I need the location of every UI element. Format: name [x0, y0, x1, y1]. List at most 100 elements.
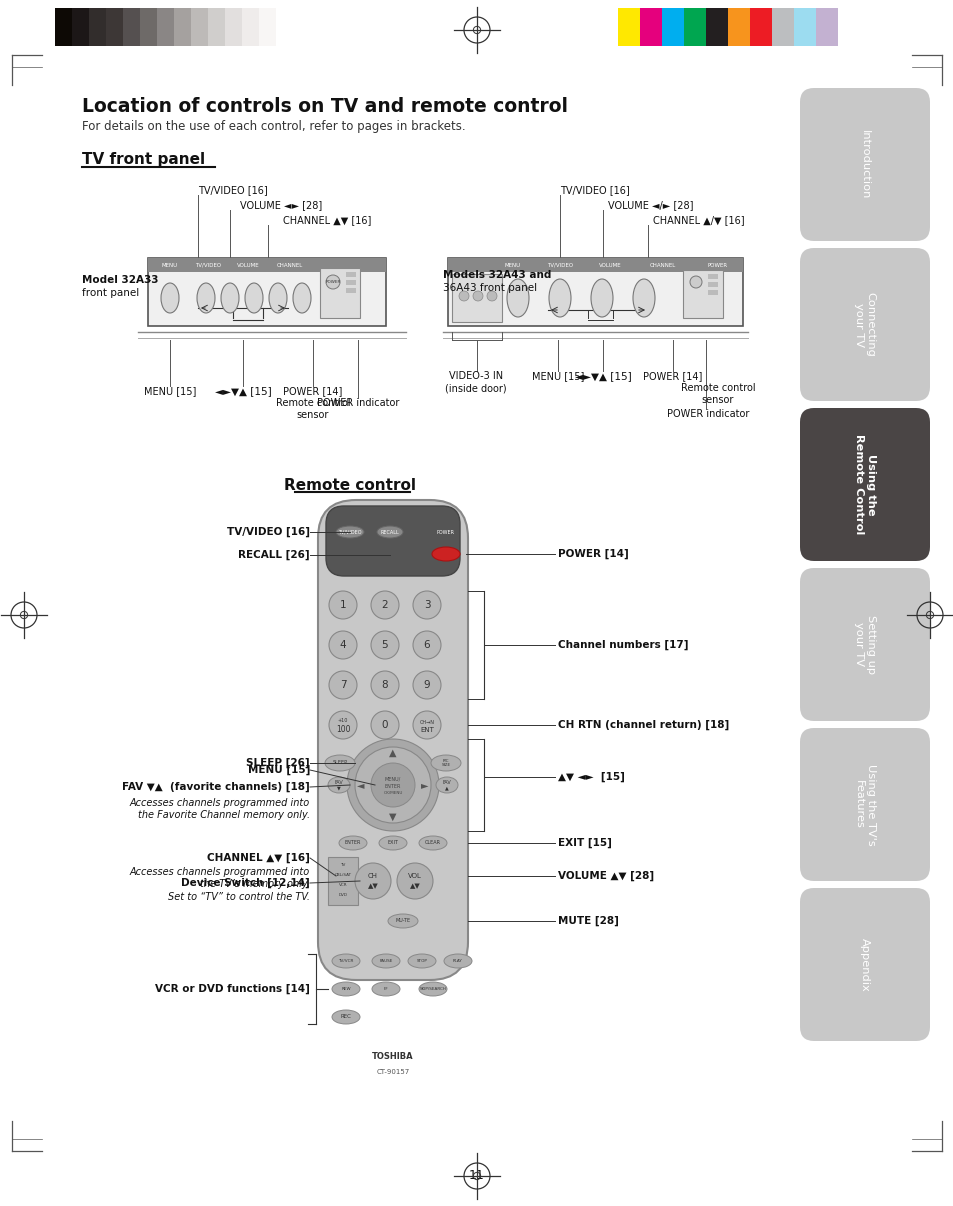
Text: Channel numbers [17]: Channel numbers [17]: [558, 640, 688, 650]
Ellipse shape: [325, 755, 355, 771]
FancyBboxPatch shape: [800, 88, 929, 241]
Text: For details on the use of each control, refer to pages in brackets.: For details on the use of each control, …: [82, 121, 465, 133]
Text: EXIT [15]: EXIT [15]: [558, 838, 611, 848]
Text: Remote control: Remote control: [680, 384, 755, 393]
Text: ◄►▼▲ [15]: ◄►▼▲ [15]: [574, 371, 631, 381]
Text: MENU [15]: MENU [15]: [144, 386, 196, 396]
Ellipse shape: [221, 283, 239, 314]
FancyBboxPatch shape: [800, 728, 929, 882]
Bar: [771, 8, 793, 46]
Text: Model 32A33: Model 32A33: [82, 275, 158, 285]
Circle shape: [413, 591, 440, 619]
Bar: [707, 274, 718, 279]
Text: CLEAR: CLEAR: [424, 841, 440, 845]
Text: 100: 100: [335, 726, 350, 734]
Text: CH: CH: [368, 873, 377, 879]
Circle shape: [371, 671, 398, 699]
Bar: [707, 289, 718, 295]
Ellipse shape: [269, 283, 287, 314]
Text: TV/VIDEO: TV/VIDEO: [194, 263, 221, 268]
Circle shape: [371, 591, 398, 619]
Bar: [448, 258, 742, 273]
Text: TOSHIBA: TOSHIBA: [372, 1053, 414, 1061]
Circle shape: [329, 712, 356, 739]
Bar: [346, 280, 355, 285]
Text: Using the
Remote Control: Using the Remote Control: [853, 434, 875, 534]
Text: POWER: POWER: [707, 263, 727, 268]
Ellipse shape: [376, 526, 402, 538]
Circle shape: [689, 276, 701, 288]
Ellipse shape: [432, 548, 459, 561]
Bar: [683, 8, 705, 46]
Ellipse shape: [328, 777, 350, 794]
Text: MENU [15]: MENU [15]: [248, 765, 310, 775]
Text: CT-90157: CT-90157: [376, 1069, 409, 1075]
FancyBboxPatch shape: [317, 500, 468, 980]
Circle shape: [396, 863, 433, 898]
Ellipse shape: [161, 283, 179, 314]
Text: ENTER: ENTER: [344, 841, 361, 845]
Text: OK/MENU: OK/MENU: [383, 791, 402, 795]
Circle shape: [371, 712, 398, 739]
Text: VCR or DVD functions [14]: VCR or DVD functions [14]: [155, 984, 310, 994]
Ellipse shape: [590, 279, 613, 317]
Text: 7: 7: [339, 680, 346, 690]
Text: VOLUME ◄/► [28]: VOLUME ◄/► [28]: [607, 200, 693, 210]
Text: sensor: sensor: [296, 410, 329, 420]
Text: POWER [14]: POWER [14]: [283, 386, 342, 396]
Circle shape: [326, 275, 339, 289]
Ellipse shape: [436, 777, 457, 794]
Text: TV: TV: [340, 863, 345, 867]
Ellipse shape: [372, 982, 399, 996]
Bar: [705, 8, 727, 46]
Bar: [208, 8, 225, 46]
Text: CBL/SAT: CBL/SAT: [335, 873, 352, 877]
Text: Remote control: Remote control: [284, 478, 416, 493]
Text: RECALL [26]: RECALL [26]: [238, 550, 310, 560]
Text: CH RTN (channel return) [18]: CH RTN (channel return) [18]: [558, 720, 728, 730]
Text: Using the TV's
Features: Using the TV's Features: [853, 763, 875, 845]
Ellipse shape: [332, 982, 359, 996]
Bar: [707, 282, 718, 287]
Circle shape: [329, 671, 356, 699]
Ellipse shape: [408, 954, 436, 968]
Text: the TV’s memory only.: the TV’s memory only.: [200, 879, 310, 889]
Text: TV/VIDEO: TV/VIDEO: [546, 263, 573, 268]
Text: Setting up
your TV: Setting up your TV: [853, 615, 875, 674]
Circle shape: [473, 291, 482, 302]
Bar: [157, 8, 173, 46]
Ellipse shape: [293, 283, 311, 314]
Text: ▼: ▼: [389, 812, 396, 822]
Text: the Favorite Channel memory only.: the Favorite Channel memory only.: [138, 810, 310, 820]
Ellipse shape: [378, 836, 407, 850]
Text: 1: 1: [339, 601, 346, 610]
Text: +10: +10: [337, 719, 348, 724]
Text: ►: ►: [421, 780, 428, 790]
Text: PLAY: PLAY: [453, 959, 462, 964]
Text: Remote control: Remote control: [275, 398, 350, 408]
Text: TV front panel: TV front panel: [82, 152, 205, 166]
FancyBboxPatch shape: [800, 248, 929, 402]
Text: 9: 9: [423, 680, 430, 690]
Text: VOL: VOL: [408, 873, 421, 879]
Text: 36A43 front panel: 36A43 front panel: [442, 283, 537, 293]
Text: MENU: MENU: [162, 263, 178, 268]
Text: VOLUME: VOLUME: [236, 263, 259, 268]
Text: ▲▼ ◄►  [15]: ▲▼ ◄► [15]: [558, 772, 624, 783]
Ellipse shape: [443, 954, 472, 968]
Text: TV/VIDEO: TV/VIDEO: [338, 529, 361, 534]
Text: CHANNEL ▲▼ [16]: CHANNEL ▲▼ [16]: [207, 853, 310, 863]
Text: Set to “TV” to control the TV.: Set to “TV” to control the TV.: [168, 892, 310, 902]
Text: VOLUME: VOLUME: [598, 263, 620, 268]
Text: FAV
▲: FAV ▲: [442, 779, 451, 790]
Text: 2: 2: [381, 601, 388, 610]
Text: CH→N: CH→N: [419, 720, 434, 725]
Text: sensor: sensor: [701, 396, 734, 405]
Ellipse shape: [332, 1009, 359, 1024]
Text: FF: FF: [383, 987, 388, 991]
Bar: [148, 258, 386, 273]
Text: Appendix: Appendix: [859, 937, 869, 991]
Ellipse shape: [196, 283, 214, 314]
Text: PIC
SIZE: PIC SIZE: [441, 759, 450, 767]
Circle shape: [371, 763, 415, 807]
